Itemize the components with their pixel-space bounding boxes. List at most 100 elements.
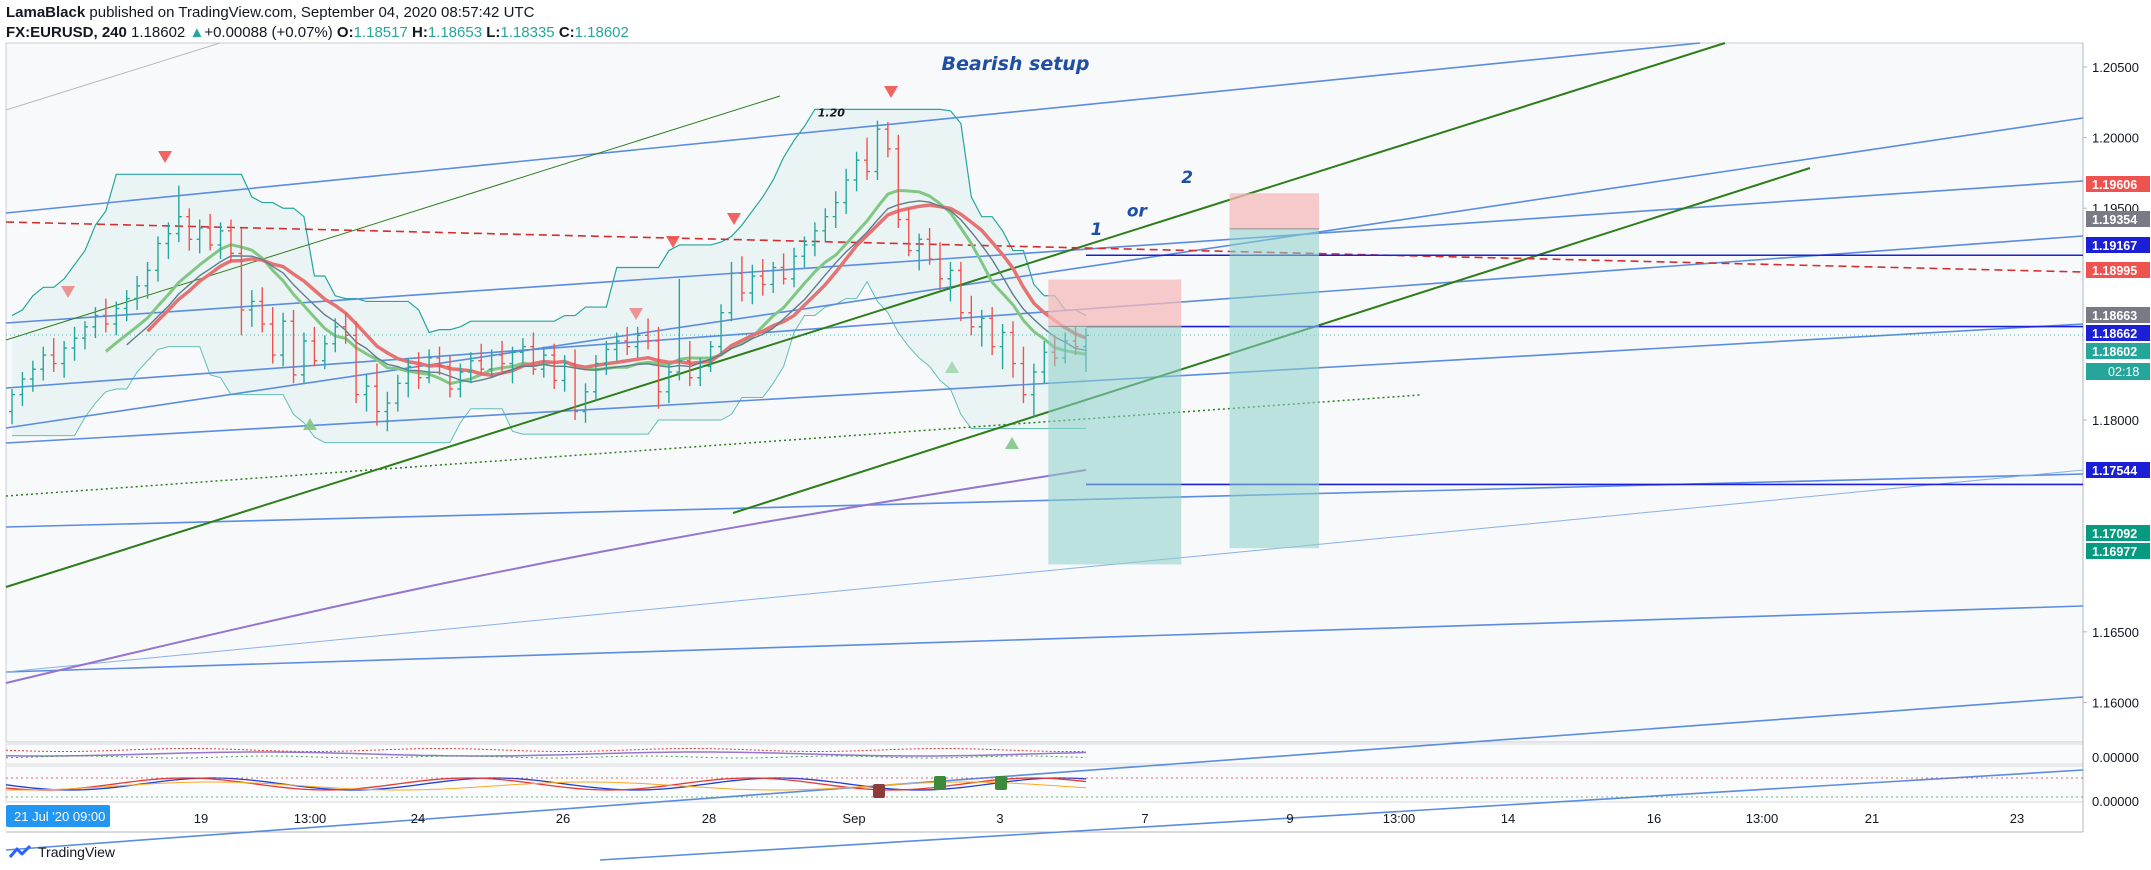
time-tick-label: 13:00	[1383, 811, 1416, 826]
time-tick-label: 23	[2010, 811, 2024, 826]
symbol-label: FX:EURUSD, 240	[6, 24, 127, 41]
price-label-text: 1.16977	[2092, 545, 2137, 559]
crosshair-time-box	[6, 805, 110, 827]
change-arrow-icon: ▲	[189, 24, 205, 41]
high-label: H:	[412, 24, 428, 41]
indicator-axis-label: 0.00000	[2092, 794, 2139, 809]
channel-line	[5, 473, 2084, 528]
channel-line	[5, 696, 2084, 851]
author-name[interactable]: LamaBlack	[6, 4, 86, 21]
price-label-resistance	[2086, 262, 2150, 278]
close-label: C:	[558, 24, 575, 41]
channel-line-thin	[5, 469, 2084, 673]
fractal-down-icon	[666, 236, 680, 248]
change-value: +0.00088 (+0.07%)	[204, 24, 333, 41]
channel-line	[5, 42, 1701, 214]
price-label-text: 1.18602	[2092, 345, 2137, 359]
time-tick-label: 13:00	[1746, 811, 1779, 826]
price-tick-label: 1.20500	[2092, 60, 2139, 75]
price-tick-label: 1.18000	[2092, 413, 2139, 428]
ma-long-line	[5, 469, 1087, 684]
crosshair-time-label: 21 Jul '20 09:00	[14, 809, 105, 824]
time-tick-label: 13:00	[294, 811, 327, 826]
published-text: published on TradingView.com, September …	[89, 4, 535, 21]
low-value: 1.18335	[500, 24, 555, 41]
band-lower	[12, 280, 1086, 444]
channel-line	[599, 769, 2084, 861]
countdown-text: 02:18	[2108, 365, 2139, 379]
indicator-marker-icon	[873, 784, 885, 798]
dashed-resistance-line	[5, 221, 2084, 273]
open-label: O:	[336, 24, 354, 41]
countdown-box	[2086, 363, 2150, 380]
fractal-up-icon	[1005, 437, 1019, 449]
price-label-text: 1.18663	[2092, 309, 2137, 323]
price-label-text: 1.18662	[2092, 327, 2137, 341]
price-label-level	[2086, 325, 2150, 341]
annotation-text: 2	[1181, 168, 1193, 188]
brand-name[interactable]: TradingView	[38, 844, 116, 860]
indicator-marker-icon	[995, 776, 1007, 790]
indicator-line	[5, 751, 1087, 757]
price-label-level	[2086, 462, 2150, 478]
price-label-entry	[2086, 307, 2150, 323]
fractal-down-icon	[158, 151, 172, 163]
fractal-down-icon	[884, 86, 898, 98]
annotation-text: or	[1127, 202, 1149, 222]
trend-line	[5, 42, 1726, 588]
fractal-down-icon	[727, 213, 741, 225]
indicator-pane-2	[5, 765, 2084, 803]
channel-line	[5, 180, 2084, 324]
price-label-text: 1.18995	[2092, 264, 2137, 278]
channel-line	[5, 605, 2084, 673]
time-tick-label: 9	[1286, 811, 1293, 826]
time-tick-label: 14	[1501, 811, 1515, 826]
footer: TradingView	[8, 843, 115, 861]
time-tick-label: Sep	[842, 811, 865, 826]
short-position-2-stop-zone[interactable]	[1229, 193, 1320, 229]
ohlc-line: FX:EURUSD, 240 1.18602 ▲+0.00088 (+0.07%…	[6, 23, 629, 42]
short-position-2-target-zone[interactable]	[1229, 228, 1320, 549]
close-value: 1.18602	[574, 24, 629, 41]
price-label-text: 1.17544	[2092, 464, 2137, 478]
indicator-axis-label: 0.00000	[2092, 750, 2139, 765]
dotted-support-line	[5, 394, 1421, 497]
gray-trend-line	[5, 42, 221, 111]
time-tick-label: 24	[411, 811, 425, 826]
band-fill	[12, 109, 1086, 443]
band-upper	[11, 108, 1087, 334]
time-tick-label: 28	[702, 811, 716, 826]
fractal-up-icon	[945, 361, 959, 373]
high-value: 1.18653	[427, 24, 483, 41]
price-tick-label: 1.16000	[2092, 695, 2139, 710]
short-position-1-target-zone[interactable]	[1048, 326, 1182, 565]
price-tick-label: 1.20000	[2092, 131, 2139, 146]
publish-line: LamaBlack published on TradingView.com, …	[6, 3, 534, 22]
price-label-target	[2086, 525, 2150, 541]
fractal-down-icon	[629, 308, 643, 320]
price-label-last	[2086, 343, 2150, 359]
annotation-text: Bearish setup	[942, 53, 1090, 75]
tradingview-logo-icon	[8, 844, 32, 858]
indicator-marker-icon	[934, 776, 946, 790]
indicator-line	[5, 781, 1087, 791]
price-label-entry	[2086, 211, 2150, 227]
low-label: L:	[486, 24, 501, 41]
annotation-text: 1	[1091, 220, 1103, 240]
price-label-level	[2086, 237, 2150, 253]
time-tick-label: 7	[1141, 811, 1148, 826]
ma-red-line	[146, 203, 1087, 378]
trend-line	[5, 95, 781, 341]
price-label-text: 1.19606	[2092, 178, 2137, 192]
time-tick-label: 19	[194, 811, 208, 826]
time-tick-label: 26	[556, 811, 570, 826]
last-price: 1.18602	[131, 24, 186, 41]
annotation-text: 1.20	[818, 106, 845, 119]
price-label-text: 1.17092	[2092, 527, 2137, 541]
fractal-down-icon	[61, 286, 75, 298]
time-tick-label: 3	[996, 811, 1003, 826]
short-position-1-stop-zone[interactable]	[1048, 279, 1182, 327]
channel-line	[5, 323, 2084, 444]
channel-line	[5, 117, 2084, 429]
